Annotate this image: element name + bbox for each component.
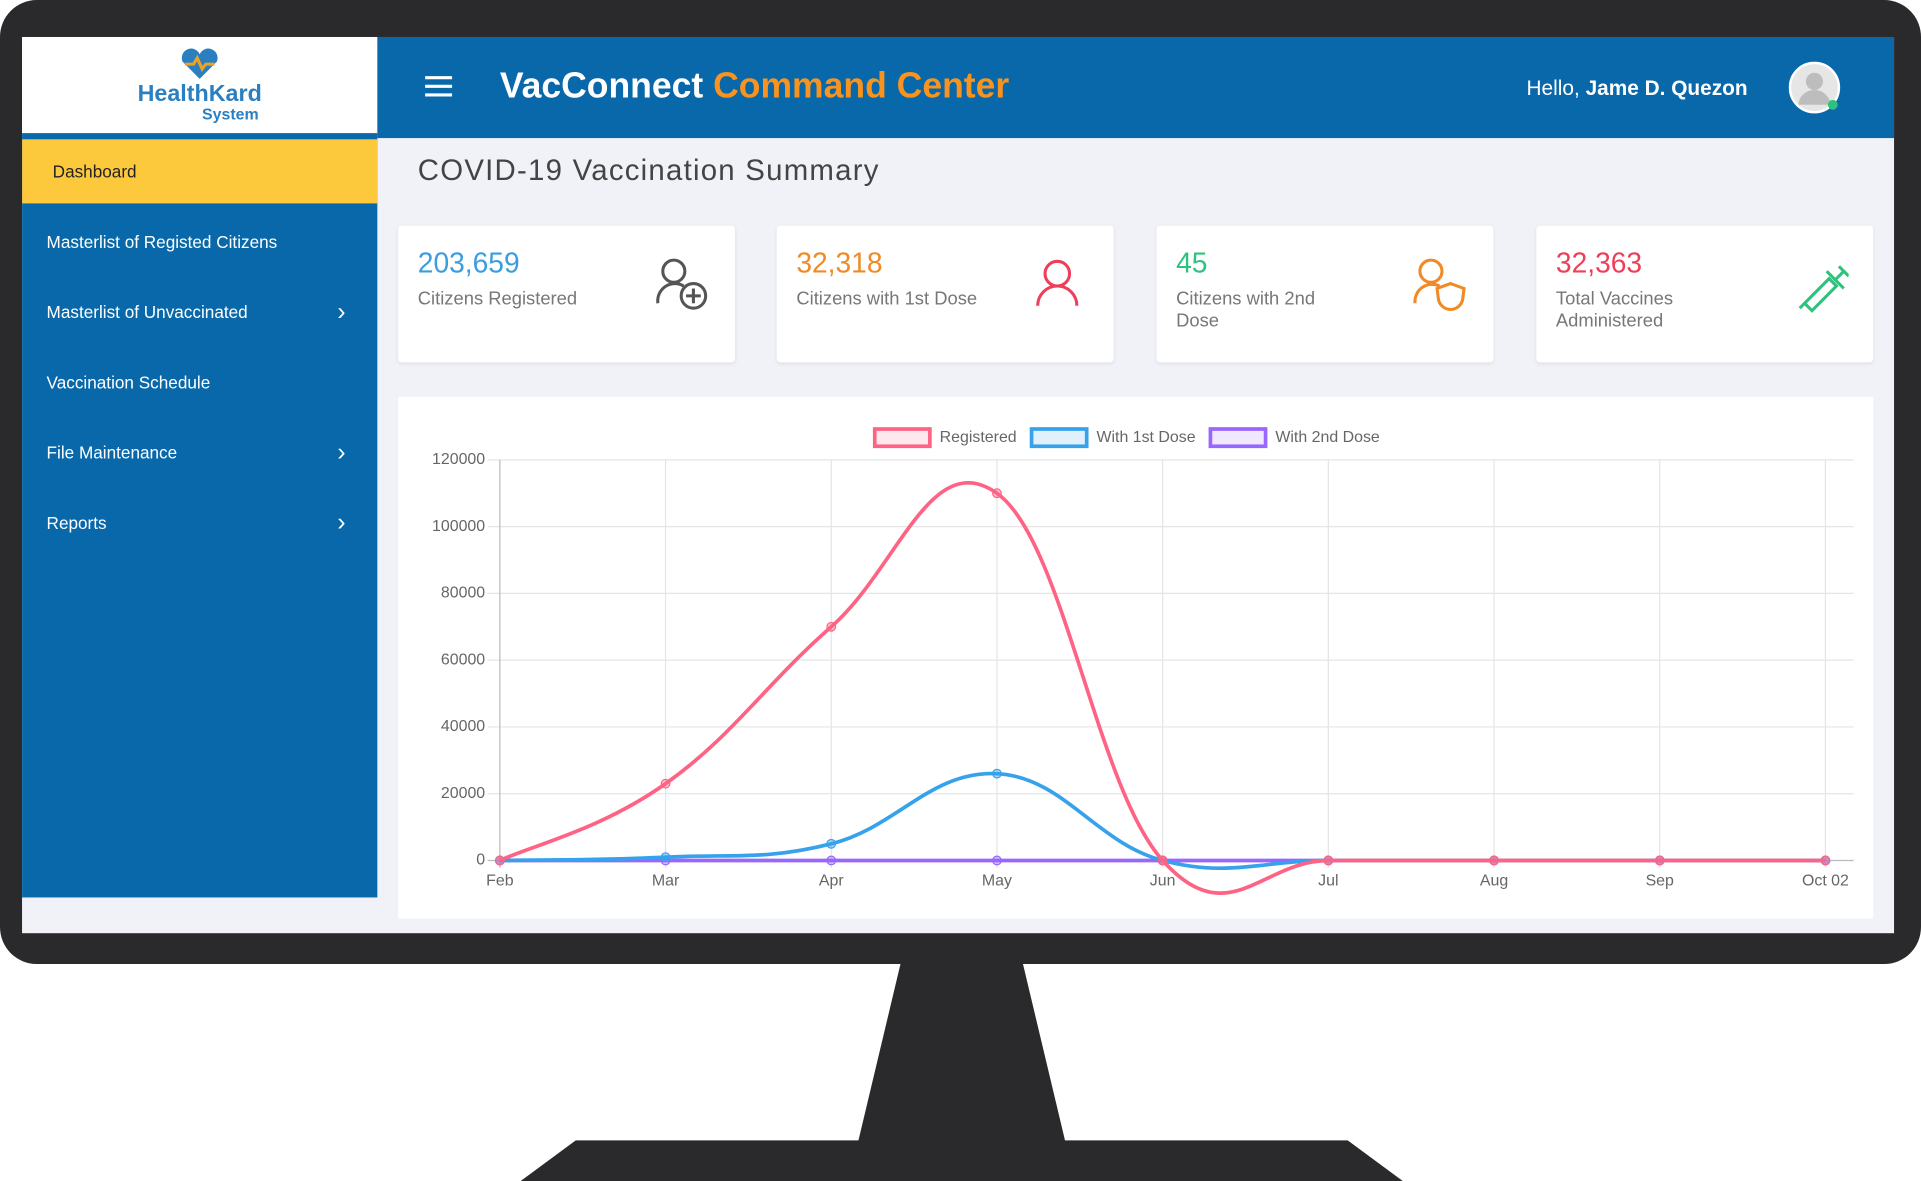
stat-card: 32,318 Citizens with 1st Dose (776, 225, 1114, 363)
y-tick-label: 120000 (432, 451, 485, 468)
card-label: Total Vaccines Administered (1555, 288, 1674, 332)
card-label: Citizens with 2nd Dose (1176, 288, 1316, 332)
logo-name: HealthKard (22, 83, 377, 106)
chevron: › (337, 438, 346, 466)
logo-part: Health (137, 81, 209, 108)
avatar[interactable] (1788, 61, 1843, 116)
menu-item[interactable]: Reports › (22, 491, 377, 555)
logo-part: Kard (208, 81, 262, 108)
brand: VacConnect Command Center (500, 67, 1009, 108)
logo-icon (181, 48, 218, 79)
point (660, 778, 671, 789)
y-tick-label: 60000 (441, 651, 485, 668)
menu-toggle[interactable] (424, 74, 453, 99)
sidebar: Dashboard Masterlist of Registed Citizen… (22, 133, 378, 898)
x-tick-label: Mar (652, 873, 680, 890)
logo-subtitle: System (201, 104, 259, 124)
user-name: Jame D. Quezon (1585, 76, 1748, 100)
brand-part: VacConnect (499, 66, 704, 107)
chevron: › (337, 509, 346, 537)
point (826, 838, 837, 849)
stat-card: 45 Citizens with 2nd Dose (1156, 225, 1494, 363)
greeting: Hello, Jame D. Quezon (1527, 76, 1748, 101)
point (826, 621, 837, 632)
card-value: 32,318 (796, 246, 883, 279)
y-tick-label: 40000 (441, 718, 485, 735)
point (660, 852, 671, 863)
stat-card: 32,363 Total Vaccines Administered (1536, 225, 1874, 363)
card-value: 45 (1176, 246, 1208, 279)
point (992, 855, 1002, 866)
card-icon (1036, 259, 1079, 306)
y-tick-label: 20000 (441, 785, 485, 802)
logo[interactable]: HealthKard System (22, 36, 378, 134)
card-icon (1413, 258, 1466, 311)
menu-label: File Maintenance (46, 442, 178, 463)
legend-label: With 1st Dose (1096, 429, 1195, 446)
x-tick-label: May (982, 873, 1012, 890)
card-icon (656, 258, 708, 310)
card-value: 203,659 (417, 246, 520, 279)
menu-label: Reports (46, 512, 107, 533)
series-line (499, 480, 1826, 895)
point (1157, 855, 1168, 866)
menu-item[interactable]: Dashboard (22, 139, 378, 204)
x-tick-label: Jun (1150, 873, 1176, 890)
legend-label: Registered (940, 429, 1017, 446)
x-tick-label: Aug (1480, 873, 1508, 890)
stat-card: 203,659 Citizens Registered (398, 225, 736, 363)
x-tick-label: Oct 02 (1802, 873, 1849, 890)
point (992, 488, 1002, 499)
menu-item[interactable]: Masterlist of Registed Citizens (22, 210, 377, 274)
page-title: COVID-19 Vaccination Summary (417, 154, 880, 188)
menu-label: Vaccination Schedule (46, 372, 211, 393)
x-tick-label: Sep (1646, 873, 1674, 890)
y-tick-label: 80000 (441, 585, 485, 602)
point (1489, 855, 1499, 866)
card-value: 32,363 (1555, 246, 1643, 279)
point (992, 768, 1002, 779)
menu-item[interactable]: File Maintenance › (22, 420, 377, 484)
menu-label: Masterlist of Registed Citizens (46, 231, 278, 252)
chevron: › (337, 298, 346, 326)
card-label: Citizens with 1st Dose (796, 288, 978, 310)
point (494, 855, 505, 866)
screen: HealthKard System Dashboard Masterlist o… (22, 36, 1895, 934)
point (1323, 855, 1334, 866)
brand-part: Command Center (713, 66, 1010, 107)
y-tick-label: 100000 (432, 518, 485, 535)
y-tick-label: 0 (476, 852, 485, 869)
menu-item[interactable]: Masterlist of Unvaccinated › (22, 280, 377, 344)
legend-swatch (1208, 427, 1268, 449)
chart: 0 20000 40000 60000 80000 100000 120000 Feb Mar A… (432, 427, 1854, 895)
legend-label: With 2nd Dose (1275, 429, 1380, 446)
x-tick-label: Jul (1318, 873, 1338, 890)
point (1820, 855, 1831, 866)
header: VacConnect Command Center Hello, Jame D.… (377, 36, 1895, 139)
chart-panel: 0 20000 40000 60000 80000 100000 120000 Feb Mar A… (398, 396, 1874, 919)
legend-swatch (872, 427, 932, 449)
x-tick-label: Feb (486, 873, 514, 890)
menu-item[interactable]: Vaccination Schedule (22, 350, 377, 414)
point (826, 855, 837, 866)
legend-swatch (1029, 427, 1089, 449)
card-icon (1798, 265, 1849, 313)
greeting-text: Hello, (1526, 76, 1580, 100)
point (1654, 855, 1665, 866)
x-tick-label: Apr (819, 873, 844, 890)
card-label: Citizens Registered (417, 288, 578, 310)
menu-label: Masterlist of Unvaccinated (46, 302, 248, 322)
